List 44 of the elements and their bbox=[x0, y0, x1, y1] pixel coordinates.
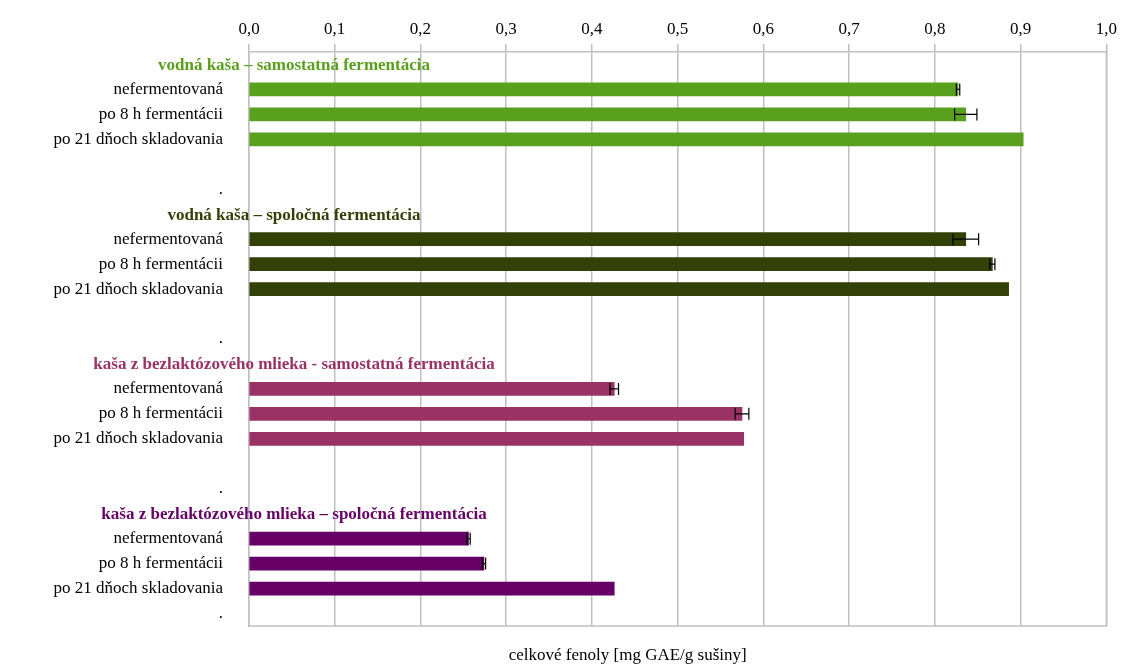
y-tick-label: po 8 h fermentácii bbox=[98, 553, 224, 573]
series-label: kaša z bezlaktózového mlieka – spoločná fermentácia bbox=[101, 504, 488, 524]
bar bbox=[249, 432, 745, 446]
y-tick-label: po 21 dňoch skladovania bbox=[53, 428, 224, 448]
y-tick-label: . bbox=[218, 328, 223, 348]
bar bbox=[249, 382, 615, 396]
bar bbox=[249, 556, 485, 571]
bar bbox=[249, 107, 967, 122]
y-tick-label: nefermentovaná bbox=[113, 378, 224, 398]
x-axis-title: celkové fenoly [mg GAE/g sušiny] bbox=[508, 645, 747, 664]
x-tick-label: 0,5 bbox=[667, 19, 689, 39]
x-tick-label: 0,4 bbox=[581, 19, 604, 39]
y-tick-label: nefermentovaná bbox=[113, 78, 224, 98]
x-tick-label: 0,8 bbox=[924, 19, 946, 39]
bar bbox=[249, 257, 993, 271]
y-tick-label: . bbox=[218, 602, 223, 622]
x-tick-label: 0,7 bbox=[838, 19, 861, 39]
bar bbox=[249, 132, 1024, 147]
x-tick-label: 0,9 bbox=[1010, 19, 1032, 39]
y-tick-label: po 8 h fermentácii bbox=[98, 403, 224, 423]
series-label: kaša z bezlaktózového mlieka - samostatná fermentácia bbox=[93, 354, 496, 374]
series-label: vodná kaša – spoločná fermentácia bbox=[167, 204, 422, 224]
x-tick-label: 0,6 bbox=[752, 19, 775, 39]
y-tick-label: po 21 dňoch skladovania bbox=[53, 128, 224, 148]
series-label: vodná kaša – samostatná fermentácia bbox=[158, 54, 431, 74]
y-tick-label: . bbox=[218, 478, 223, 498]
x-tick-label: 1,0 bbox=[1095, 19, 1117, 39]
x-tick-label: 0,0 bbox=[238, 19, 260, 39]
bar bbox=[249, 282, 1009, 296]
bar bbox=[249, 407, 743, 421]
bar bbox=[249, 581, 615, 596]
bar bbox=[249, 82, 959, 97]
y-tick-label: nefermentovaná bbox=[113, 528, 224, 548]
y-tick-label: po 8 h fermentácii bbox=[98, 103, 224, 123]
bar bbox=[249, 232, 967, 246]
y-tick-label: nefermentovaná bbox=[113, 228, 224, 248]
y-tick-label: . bbox=[218, 178, 223, 198]
y-tick-label: po 21 dňoch skladovania bbox=[53, 278, 224, 298]
y-tick-label: po 8 h fermentácii bbox=[98, 253, 224, 273]
y-tick-label: po 21 dňoch skladovania bbox=[53, 578, 224, 598]
x-tick-label: 0,1 bbox=[324, 19, 346, 39]
x-tick-label: 0,3 bbox=[495, 19, 517, 39]
bar bbox=[249, 531, 469, 546]
x-tick-label: 0,2 bbox=[409, 19, 432, 39]
